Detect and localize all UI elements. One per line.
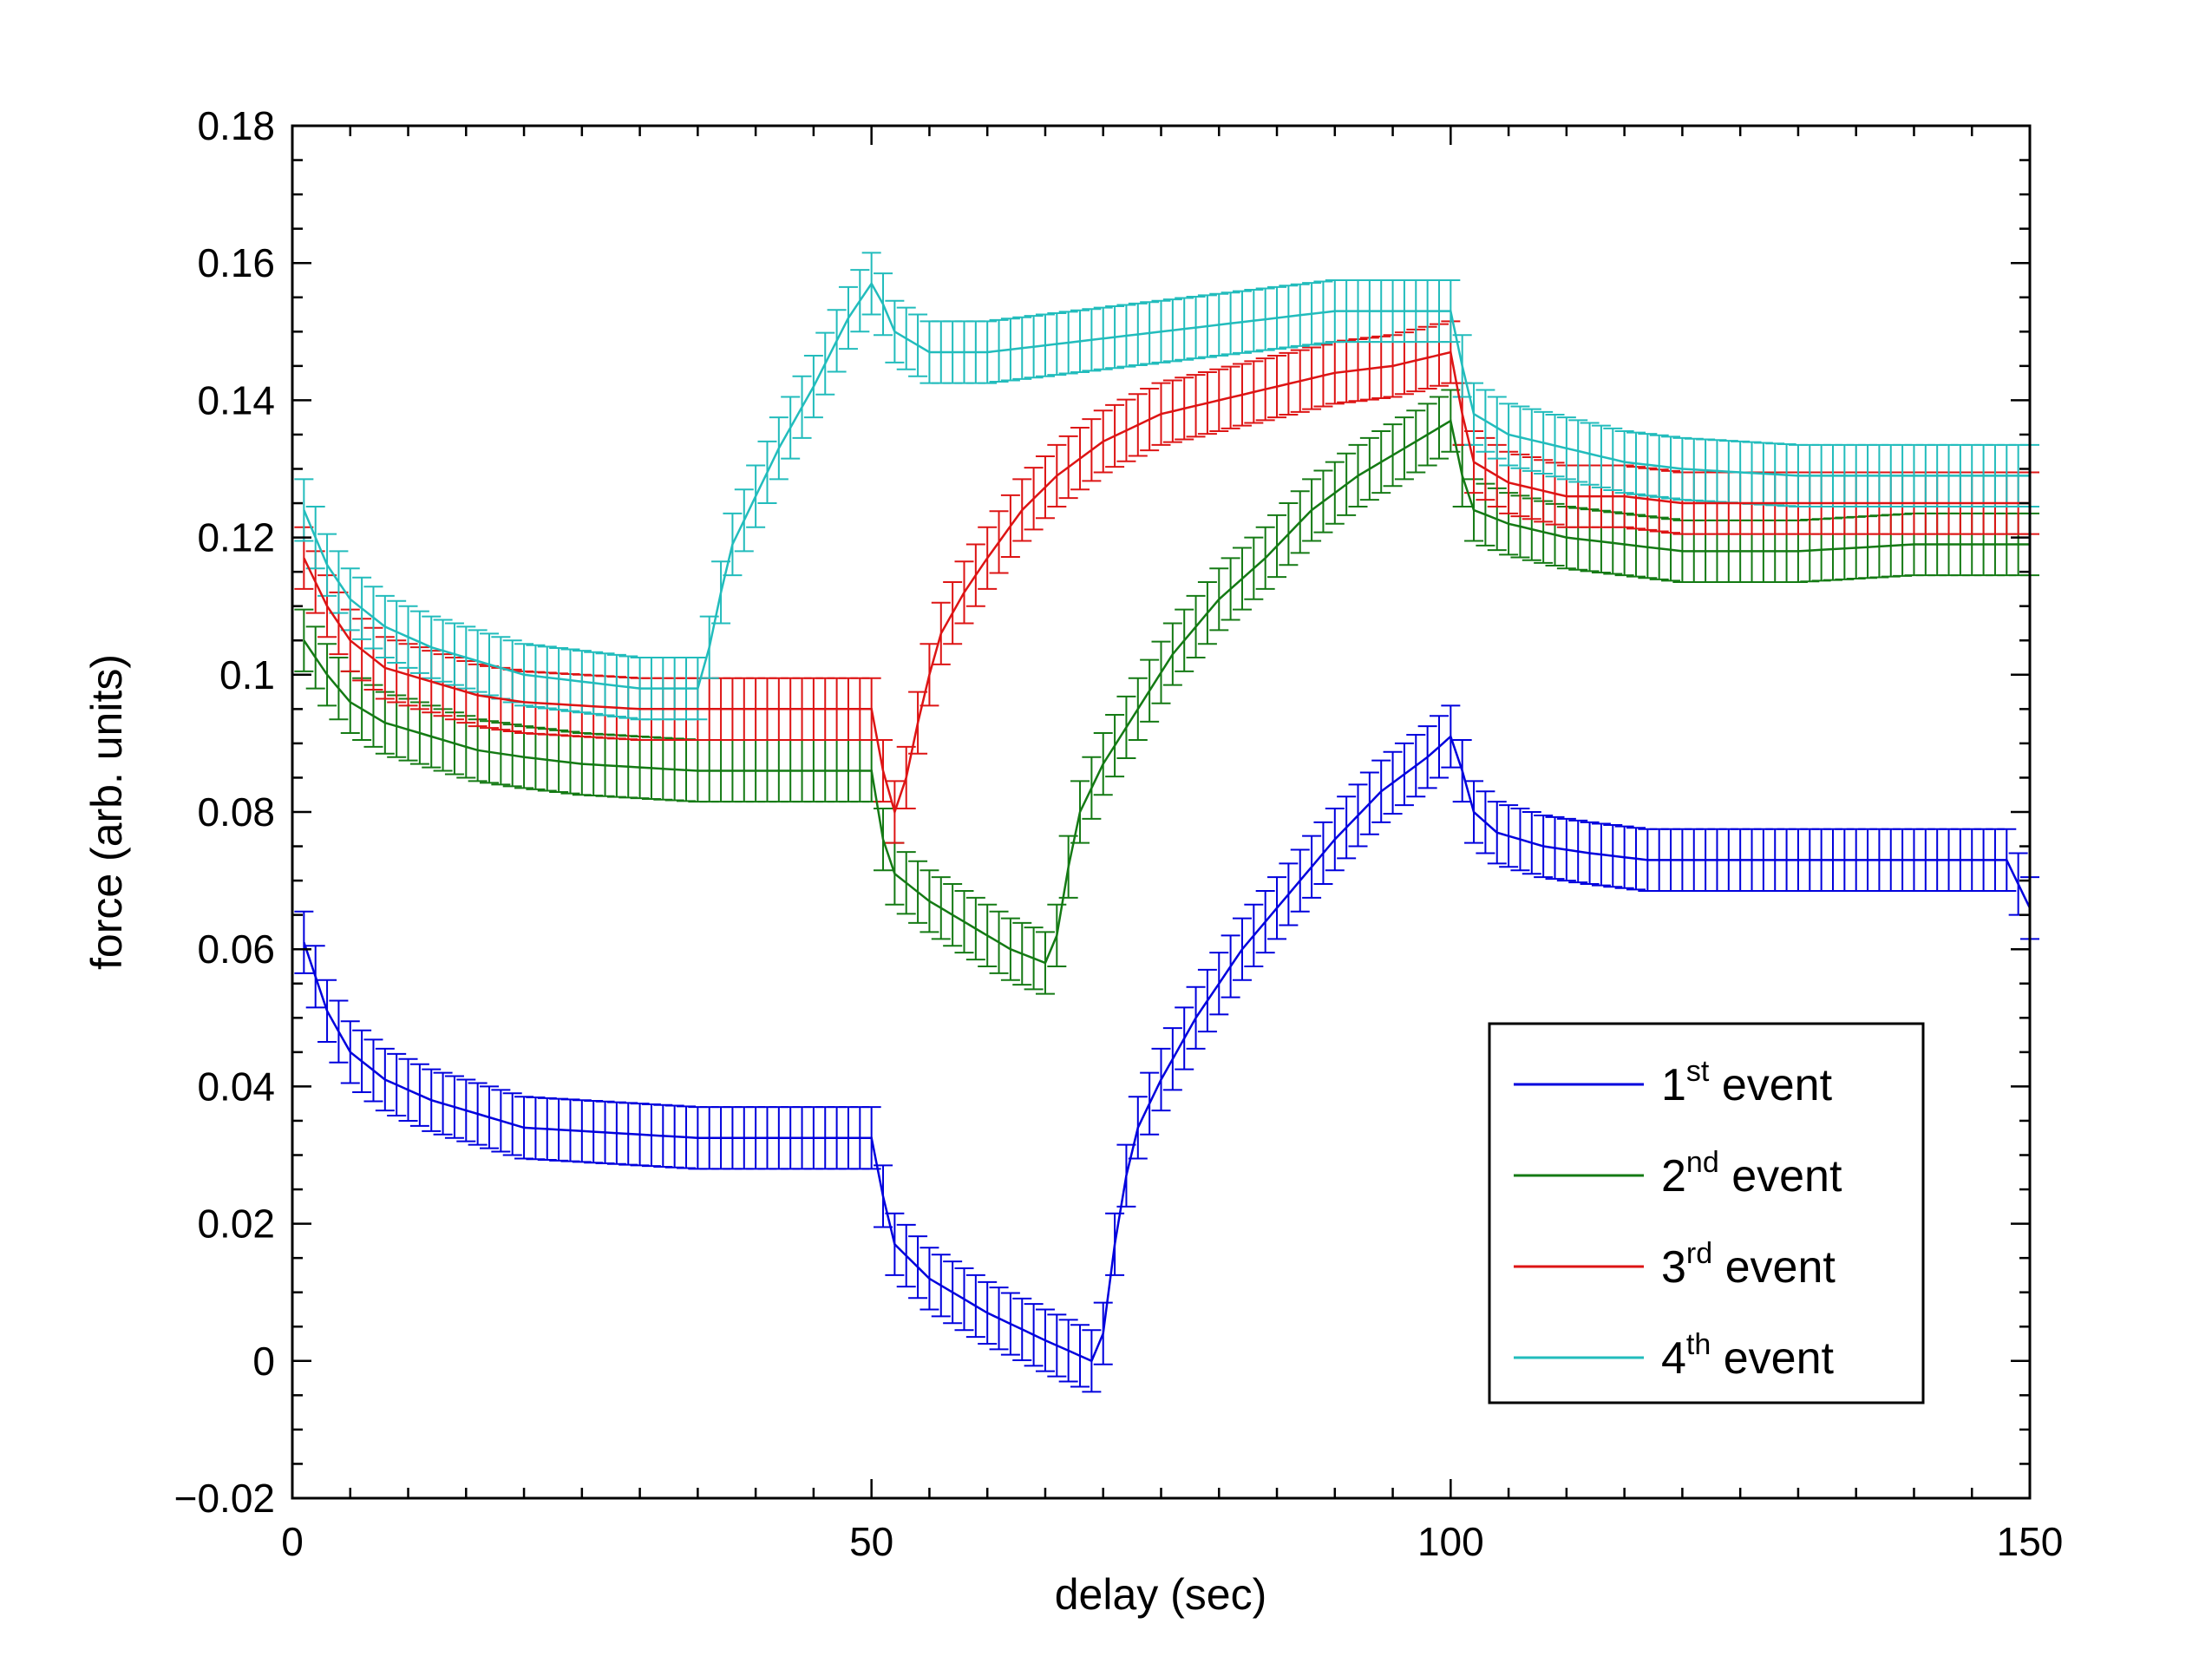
y-axis-title: force (arb. units) (82, 654, 131, 970)
y-tick-label: 0.02 (197, 1201, 275, 1247)
x-tick-label: 0 (281, 1519, 304, 1564)
legend: 1st event 2nd event 3rd event 4th event (1488, 1022, 1925, 1404)
y-tick-label: 0.04 (197, 1064, 275, 1109)
series-line (303, 350, 2030, 816)
y-tick-label: 0.1 (219, 652, 275, 697)
y-tick-label: 0.06 (197, 926, 275, 972)
tick-labels: 0 50 100 150−0.0200.020.040.060.080.10.120.… (174, 103, 2064, 1564)
x-tick-label: 50 (849, 1519, 893, 1564)
y-tick-label: 0.08 (197, 789, 275, 835)
x-tick-label: 150 (1997, 1519, 2064, 1564)
series-line (303, 281, 2030, 690)
legend-label: 2nd event (1661, 1146, 1842, 1201)
series-line (303, 734, 2032, 1363)
y-tick-label: 0.16 (197, 240, 275, 285)
x-tick-label: 100 (1417, 1519, 1484, 1564)
series-lines (303, 281, 2032, 1363)
legend-box (1488, 1022, 1925, 1404)
y-tick-label: 0 (252, 1339, 275, 1384)
y-tick-label: 0.14 (197, 377, 275, 422)
legend-label: 1st event (1661, 1055, 1833, 1110)
legend-label: 4th event (1661, 1328, 1834, 1384)
y-tick-label: 0.12 (197, 515, 275, 560)
y-tick-label: −0.02 (174, 1476, 275, 1521)
x-axis-title: delay (sec) (1055, 1570, 1267, 1619)
axis-ticks (291, 124, 2032, 1500)
series-line (303, 419, 2030, 965)
y-tick-label: 0.18 (197, 103, 275, 148)
legend-entries: 1st event 2nd event 3rd event 4th event (1514, 1055, 1842, 1384)
legend-label: 3rd event (1661, 1237, 1836, 1293)
